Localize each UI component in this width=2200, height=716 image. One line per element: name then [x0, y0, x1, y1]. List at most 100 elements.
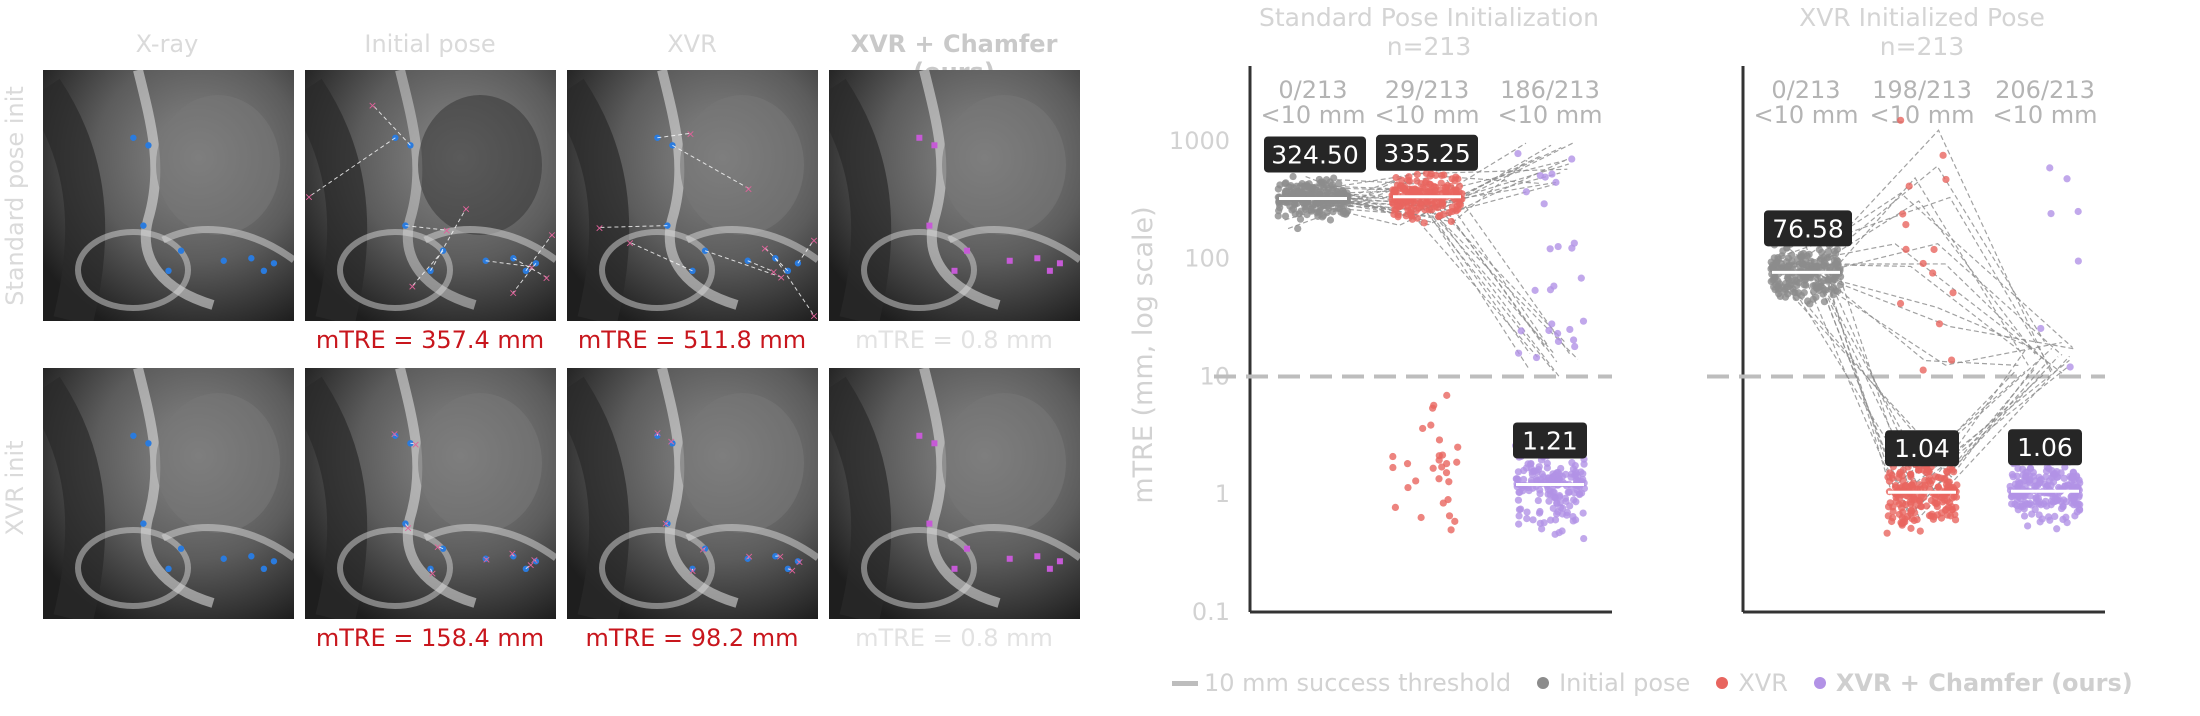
data-point — [1448, 203, 1456, 211]
data-point — [1398, 176, 1406, 184]
data-point — [1546, 286, 1555, 294]
data-point — [1805, 250, 1813, 258]
landmark-marker — [248, 553, 255, 560]
y-tick-label: 100 — [1184, 245, 1230, 273]
landmark-marker — [165, 565, 172, 572]
data-point — [1403, 460, 1412, 468]
paired-line — [1778, 271, 2042, 478]
data-point — [2006, 482, 2014, 491]
correspondence-line — [437, 545, 444, 550]
data-point — [1447, 526, 1455, 534]
predicted-marker: × — [433, 540, 442, 553]
data-point — [2060, 474, 2068, 482]
landmark-marker — [248, 255, 255, 262]
landmark-marker — [145, 440, 152, 447]
landmark-marker — [130, 432, 137, 439]
data-point — [2024, 522, 2032, 530]
data-point — [1452, 173, 1460, 181]
landmark-marker — [931, 440, 938, 447]
data-point — [1788, 251, 1796, 259]
series-2 — [2006, 164, 2084, 533]
median-value-label: 324.50 — [1271, 140, 1358, 169]
data-point — [1566, 325, 1574, 334]
data-point — [1910, 495, 1918, 503]
landmark-marker — [260, 267, 268, 274]
landmark-marker — [784, 565, 792, 572]
data-point — [2074, 257, 2082, 265]
data-point — [1555, 471, 1564, 479]
data-point — [1439, 499, 1447, 507]
data-point — [1274, 185, 1282, 193]
data-point — [1947, 356, 1956, 364]
data-point — [1435, 452, 1443, 460]
predicted-marker: × — [428, 567, 437, 580]
data-point — [1554, 337, 1563, 346]
paired-line — [1816, 274, 2046, 492]
y-tick-label: 1000 — [1169, 127, 1230, 155]
predicted-marker: × — [526, 558, 535, 571]
data-point — [1580, 534, 1588, 543]
landmark-marker — [1046, 565, 1053, 572]
chart-panel-1: Standard Pose Initializationn=2130.11101… — [1128, 3, 1612, 626]
data-point — [1579, 509, 1587, 517]
data-point — [1404, 483, 1412, 492]
data-point — [1571, 342, 1579, 351]
landmark-marker — [669, 142, 676, 149]
data-point — [1943, 497, 1951, 505]
landmark-marker — [220, 257, 227, 264]
data-point — [1333, 190, 1341, 198]
data-point — [2035, 511, 2043, 519]
data-point — [1558, 527, 1566, 535]
data-point — [1394, 213, 1402, 221]
data-point — [1883, 529, 1891, 537]
data-point — [1892, 481, 1900, 490]
correspondence-line — [665, 522, 668, 525]
data-point — [2060, 496, 2068, 504]
data-point — [1389, 452, 1397, 461]
data-point — [1535, 509, 1544, 517]
data-point — [1282, 198, 1290, 207]
data-point — [1825, 253, 1834, 261]
data-point — [1438, 171, 1446, 180]
predicted-marker: × — [809, 309, 818, 321]
correspondence-line — [308, 137, 396, 198]
data-point — [1531, 467, 1539, 475]
data-point — [1895, 494, 1903, 502]
data-point — [1949, 289, 1957, 297]
data-point — [1413, 170, 1421, 178]
xray-image-r2-c4 — [829, 368, 1080, 619]
correspondence-line — [525, 563, 532, 570]
landmark-marker — [165, 267, 172, 274]
correspondence-line — [747, 555, 750, 559]
landmark-marker — [664, 222, 671, 229]
data-point — [2070, 501, 2078, 509]
data-point — [2008, 500, 2016, 508]
data-point — [2044, 513, 2053, 521]
legend-xvr-label: XVR — [1738, 669, 1788, 697]
correspondence-line — [485, 260, 532, 268]
paired-line — [1818, 243, 2063, 356]
data-point — [1812, 284, 1821, 292]
data-point — [1888, 517, 1896, 526]
data-point — [1538, 525, 1546, 533]
data-point — [1802, 261, 1810, 269]
data-point — [1451, 517, 1459, 525]
data-point — [2013, 472, 2021, 480]
data-point — [1548, 170, 1556, 178]
data-point — [1413, 214, 1421, 222]
predicted-marker: × — [744, 550, 753, 563]
gray-dot-icon — [1537, 677, 1550, 689]
data-point — [1933, 503, 1941, 511]
data-point — [1427, 421, 1435, 429]
paired-line — [1778, 259, 2075, 350]
legend: 10 mm success threshold Initial pose XVR… — [1172, 668, 2159, 698]
success-count: 198/213 — [1872, 76, 1972, 104]
y-axis-label: mTRE (mm, log scale) — [1128, 206, 1159, 503]
data-point — [1405, 173, 1413, 181]
data-point — [1820, 298, 1829, 306]
landmark-marker — [140, 520, 147, 527]
data-point — [1293, 199, 1301, 207]
data-point — [1546, 245, 1554, 253]
xray-image-r2-c2: × × × × × × × × × — [305, 368, 556, 619]
landmark-marker — [951, 267, 958, 274]
